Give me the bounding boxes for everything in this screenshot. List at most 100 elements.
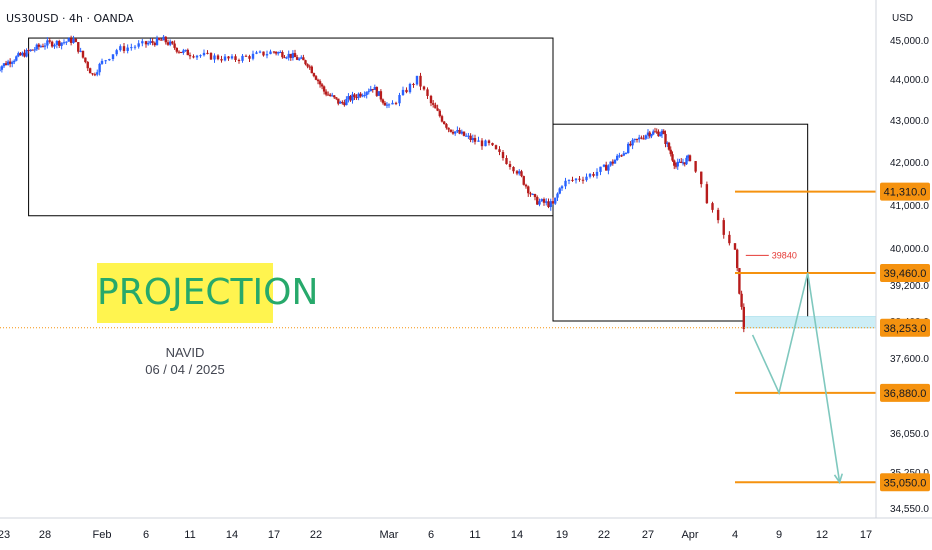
candle-body	[660, 130, 664, 135]
time-tick-label: 6	[428, 529, 434, 541]
candle-body	[227, 56, 230, 59]
candle-body	[673, 160, 676, 166]
candle-body	[549, 201, 552, 208]
candle-body	[607, 165, 610, 171]
price-level-badge	[880, 182, 930, 201]
candle-body	[287, 53, 290, 58]
candle-body	[558, 188, 561, 194]
price-tick-label: 39,200.0	[890, 281, 929, 292]
candle-body	[533, 194, 537, 198]
candle-body	[308, 66, 311, 68]
candle-body	[405, 89, 408, 93]
candle-body	[740, 293, 743, 307]
candle-body	[627, 143, 630, 153]
candle-body	[585, 176, 588, 181]
candle-body	[343, 102, 346, 106]
time-tick-label: 22	[310, 529, 322, 541]
candle-body	[640, 137, 643, 139]
candle-body	[685, 157, 688, 165]
candle-body	[108, 59, 111, 61]
candle-body	[415, 75, 419, 85]
candle-body	[728, 234, 731, 244]
candle-body	[664, 133, 667, 145]
candle-body	[341, 101, 344, 103]
candle-body	[491, 143, 494, 146]
candle-body	[144, 41, 148, 45]
candle-body	[480, 140, 484, 147]
candle-body	[477, 140, 480, 142]
symbol-title: US30USD · 4h · OANDA	[6, 12, 134, 25]
candle-body	[320, 84, 324, 87]
projection-line	[751, 272, 841, 483]
candle-body	[339, 101, 342, 104]
candle-body	[33, 49, 36, 51]
candle-body	[220, 59, 223, 61]
candle-body	[613, 159, 617, 164]
time-tick-label: 17	[268, 529, 280, 541]
candle-body	[484, 140, 487, 147]
price-tick-label: 42,000.0	[890, 158, 929, 169]
candle-body	[39, 46, 43, 48]
candle-body	[141, 41, 144, 44]
candle-body	[412, 83, 415, 85]
candle-body	[638, 137, 641, 140]
candle-body	[556, 193, 559, 198]
candle-body	[371, 88, 374, 90]
candle-body	[355, 97, 358, 99]
candle-body	[230, 56, 234, 59]
time-tick-label: 14	[226, 529, 238, 541]
price-level-badge	[880, 383, 930, 402]
candle-body	[25, 49, 28, 57]
candle-body	[657, 131, 660, 137]
time-tick-label: 19	[556, 529, 568, 541]
candle-body	[251, 53, 255, 59]
candle-body	[79, 50, 82, 52]
currency-label[interactable]: USD	[892, 13, 914, 24]
candle-body	[295, 57, 299, 60]
candle-body	[69, 38, 73, 43]
candle-body	[434, 104, 437, 109]
candle-body	[633, 138, 636, 140]
candle-body	[652, 131, 655, 135]
candle-body	[451, 131, 455, 134]
candle-body	[733, 243, 737, 250]
candle-body	[328, 94, 332, 96]
candle-body	[588, 173, 592, 177]
candle-body	[542, 199, 546, 203]
candle-body	[335, 97, 338, 99]
candle-body	[394, 102, 398, 104]
candle-body	[531, 194, 534, 196]
candle-body	[373, 87, 377, 90]
candle-body	[456, 130, 459, 132]
candle-body	[23, 52, 26, 57]
candle-body	[265, 54, 269, 56]
candle-body	[681, 162, 685, 164]
candle-body	[213, 55, 216, 60]
candle-body	[283, 57, 286, 59]
candle-body	[293, 53, 297, 58]
candle-body	[216, 55, 220, 60]
candle-body	[377, 91, 381, 96]
price-tick-label: 36,050.0	[890, 429, 929, 440]
price-level-badge-label: 35,050.0	[884, 477, 927, 489]
candle-body	[667, 142, 671, 150]
candle-body	[326, 94, 330, 96]
candle-body	[4, 63, 8, 66]
candle-body	[443, 121, 446, 125]
candle-body	[644, 135, 647, 139]
candle-body	[655, 131, 658, 133]
price-axis[interactable]: 45,000.0 44,000.0 43,000.0 42,000.0 41,000.0…	[875, 0, 932, 518]
candle-body	[671, 154, 674, 161]
candle-body	[316, 79, 320, 82]
candle-body	[650, 134, 653, 137]
candle-body	[592, 173, 595, 176]
candle-body	[687, 155, 690, 158]
candle-body	[547, 201, 550, 208]
candle-body	[255, 52, 258, 54]
candle-body	[487, 140, 491, 144]
candle-body	[158, 38, 161, 40]
candle-body	[680, 161, 683, 164]
time-axis[interactable]: 23 28 Feb 6 11 14 17 22 Mar 6 11 14 19 22 27 Apr 4 9 12 17	[0, 517, 932, 541]
